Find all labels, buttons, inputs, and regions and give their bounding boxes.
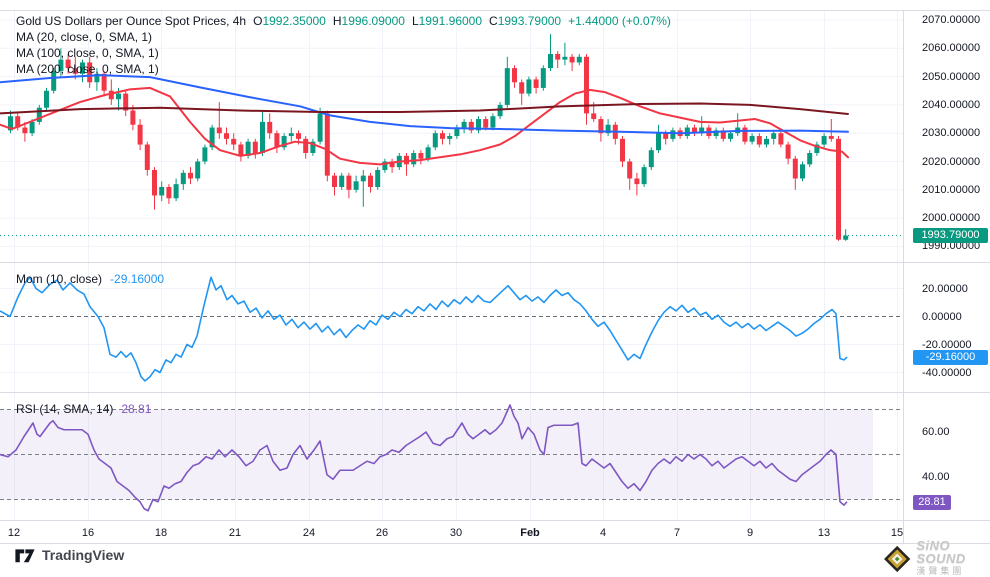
- price-tick-label: 2020.00000: [922, 155, 981, 168]
- time-tick-label: 26: [375, 527, 389, 539]
- time-tick-label: Feb: [520, 527, 540, 539]
- ohlc-value: 1996.09000: [341, 14, 405, 28]
- ma100-legend[interactable]: MA (100, close, 0, SMA, 1): [16, 46, 159, 60]
- change-value: +1.44000 (+0.07%): [568, 14, 671, 28]
- ohlc-values: O1992.35000 H1996.09000 L1991.96000 C1993.7…: [246, 14, 561, 28]
- time-tick-label: 15: [890, 527, 904, 539]
- ma-lines-layer: [0, 74, 849, 166]
- ma200-legend[interactable]: MA (200, close, 0, SMA, 1): [16, 62, 159, 76]
- symbol-title-row[interactable]: Gold US Dollars per Ounce Spot Prices, 4…: [16, 13, 671, 29]
- momentum-value: -29.16000: [110, 272, 165, 286]
- candles-layer: [8, 34, 849, 241]
- momentum-legend-label: Mom (10, close): [16, 272, 103, 286]
- momentum-badge: -29.16000: [913, 349, 988, 365]
- rsi-line: [0, 404, 848, 512]
- ohlc-letter: H: [332, 14, 342, 28]
- momentum-legend[interactable]: Mom (10, close) -29.16000: [16, 271, 164, 287]
- rsi-tick-label: 40.00: [922, 471, 950, 483]
- price-tick-label: 2040.00000: [922, 98, 981, 111]
- tradingview-logo-icon: [15, 549, 35, 563]
- rsi-legend-label: RSI (14, SMA, 14): [16, 402, 114, 416]
- tradingview-attribution[interactable]: TradingView: [14, 547, 124, 563]
- momentum-tick-label: 20.00000: [922, 282, 968, 295]
- rsi-value: 28.81: [121, 402, 152, 416]
- momentum-tick-label: 0.00000: [922, 310, 962, 323]
- symbol-title: Gold US Dollars per Ounce Spot Prices, 4…: [16, 14, 247, 28]
- ohlc-value: 1991.96000: [418, 14, 483, 28]
- momentum-tick-label: -20.00000: [922, 338, 972, 351]
- time-tick-label: 12: [7, 527, 21, 539]
- rsi-badge: 28.81: [913, 494, 951, 510]
- price-tick-label: 2070.00000: [922, 14, 981, 26]
- ohlc-letter: C: [489, 14, 498, 28]
- time-tick-label: 13: [817, 527, 831, 539]
- ohlc-value: 1992.35000: [262, 14, 326, 28]
- time-tick-label: 24: [302, 527, 316, 539]
- time-tick-label: 30: [449, 527, 463, 539]
- price-tick-label: 2000.00000: [922, 212, 981, 225]
- sino-sound-watermark: SiNO SOUND 漢聲集團: [882, 539, 990, 577]
- time-tick-label: 7: [673, 527, 681, 539]
- momentum-line: [0, 276, 848, 382]
- ohlc-letter: L: [411, 14, 419, 28]
- time-tick-label: 4: [599, 527, 607, 539]
- sino-sound-name: SiNO SOUND: [916, 538, 966, 566]
- main-legend: Gold US Dollars per Ounce Spot Prices, 4…: [16, 13, 671, 77]
- sino-sound-name-cn: 漢聲集團: [916, 566, 965, 576]
- time-tick-label: 18: [154, 527, 168, 539]
- ohlc-value: 1993.79000: [497, 14, 562, 28]
- rsi-legend[interactable]: RSI (14, SMA, 14) 28.81: [16, 401, 151, 417]
- last-price-badge: 1993.79000: [913, 228, 988, 244]
- momentum-tick-label: -40.00000: [922, 366, 972, 379]
- price-axis[interactable]: 2070.00000 2060.00000 2050.00000 2040.00000…: [903, 10, 990, 543]
- price-tick-label: 1990.00000: [922, 240, 981, 253]
- price-tick-label: 2030.00000: [922, 127, 981, 140]
- time-tick-label: 16: [81, 527, 95, 539]
- price-tick-label: 2060.00000: [922, 42, 981, 55]
- rsi-tick-label: 60.00: [922, 426, 950, 438]
- sino-sound-diamond-icon: [884, 545, 911, 572]
- ma20-legend[interactable]: MA (20, close, 0, SMA, 1): [16, 30, 153, 44]
- tradingview-label: TradingView: [42, 547, 125, 563]
- time-tick-label: 9: [746, 527, 754, 539]
- ohlc-letter: O: [253, 14, 263, 28]
- grid-layer: [0, 10, 903, 520]
- time-tick-label: 21: [228, 527, 242, 539]
- price-tick-label: 2010.00000: [922, 183, 981, 196]
- price-tick-label: 2050.00000: [922, 70, 981, 83]
